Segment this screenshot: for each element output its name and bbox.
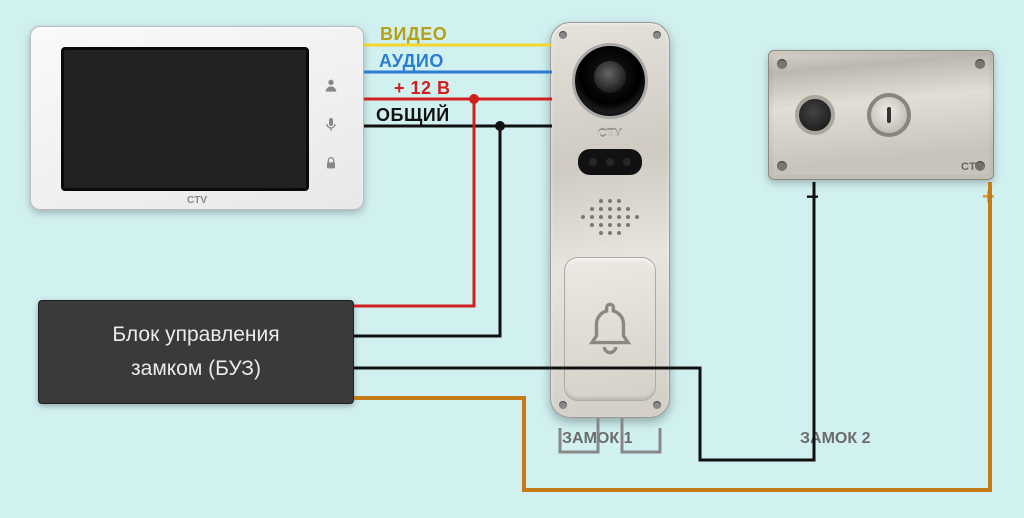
- label-video: ВИДЕО: [380, 24, 447, 45]
- lock-icon: [317, 155, 345, 176]
- label-lock1: ЗАМОК 1: [562, 430, 632, 448]
- lock-minus-label: −: [806, 184, 819, 210]
- bell-button-icon: [564, 257, 656, 401]
- ir-window-icon: [578, 149, 642, 175]
- person-icon: [317, 77, 345, 98]
- camera-icon: [572, 43, 648, 119]
- label-lock2: ЗАМОК 2: [800, 430, 870, 448]
- lock-brand: CTV: [961, 161, 983, 173]
- keyhole-icon: [867, 93, 911, 137]
- lock-plus-label: +: [982, 184, 995, 210]
- label-audio: АУДИО: [379, 51, 444, 72]
- monitor-screen: [61, 47, 309, 191]
- speaker-icon: [576, 195, 644, 239]
- door-call-panel: CTV: [550, 22, 670, 418]
- panel-brand: CTV: [598, 127, 622, 141]
- lock-button-icon: [795, 95, 835, 135]
- video-monitor: CTV: [30, 26, 364, 210]
- monitor-brand: CTV: [187, 195, 207, 206]
- label-power: + 12 В: [394, 78, 451, 99]
- label-ground: ОБЩИЙ: [376, 105, 450, 126]
- electric-lock: CTV: [768, 50, 994, 180]
- mic-icon: [317, 116, 345, 137]
- buz-line1: Блок управления: [112, 318, 279, 352]
- buz-line2: замком (БУЗ): [112, 352, 279, 386]
- monitor-side-icons: [317, 59, 345, 194]
- buz-block: Блок управления замком (БУЗ): [38, 300, 354, 404]
